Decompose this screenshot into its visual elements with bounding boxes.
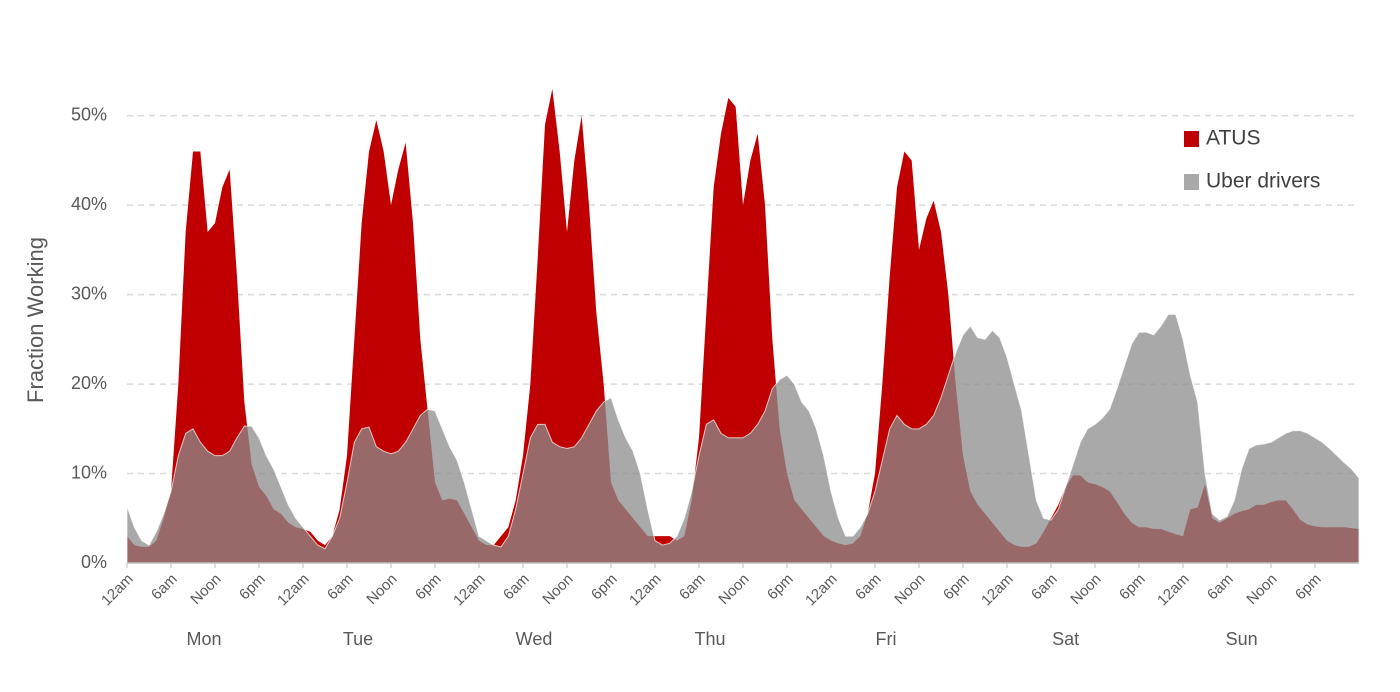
legend-label: ATUS	[1206, 127, 1260, 150]
x-tick-label: 12am	[802, 571, 841, 610]
x-tick-label: 6pm	[588, 571, 621, 604]
x-tick-label: Noon	[363, 571, 400, 608]
y-axis-label: Fraction Working	[23, 237, 48, 403]
day-label: Sat	[1052, 629, 1079, 649]
day-label: Thu	[694, 629, 725, 649]
y-tick-label: 50%	[71, 104, 107, 124]
day-label: Wed	[516, 629, 553, 649]
y-tick-label: 0%	[81, 552, 107, 572]
x-tick-label: 6am	[1028, 571, 1061, 604]
x-tick-label: 12am	[626, 571, 665, 610]
x-tick-label: 12am	[98, 571, 137, 610]
y-tick-label: 20%	[71, 373, 107, 393]
day-label: Mon	[186, 629, 221, 649]
x-tick-label: 6am	[324, 571, 357, 604]
x-tick-label: 6am	[1204, 571, 1237, 604]
legend-swatch	[1184, 174, 1199, 190]
y-tick-label: 10%	[71, 462, 107, 482]
day-label: Sun	[1226, 629, 1258, 649]
x-tick-label: 12am	[978, 571, 1017, 610]
day-label: Tue	[343, 629, 373, 649]
x-tick-label: Noon	[715, 571, 752, 608]
x-tick-label: 12am	[450, 571, 489, 610]
x-tick-label: 6pm	[236, 571, 269, 604]
x-tick-label: 6pm	[412, 571, 445, 604]
day-label: Fri	[876, 629, 897, 649]
x-tick-label: Noon	[1243, 571, 1280, 608]
x-tick-label: 6am	[500, 571, 533, 604]
x-tick-label: 6pm	[1292, 571, 1325, 604]
x-tick-label: 6pm	[1116, 571, 1149, 604]
x-tick-label: 6pm	[940, 571, 973, 604]
area	[126, 313, 1360, 564]
x-tick-label: 12am	[1154, 571, 1193, 610]
legend-label: Uber drivers	[1206, 170, 1320, 193]
x-tick-label: 6am	[852, 571, 885, 604]
x-tick-label: 6pm	[764, 571, 797, 604]
x-tick-label: 6am	[148, 571, 181, 604]
y-tick-label: 40%	[71, 194, 107, 214]
x-tick-label: 12am	[274, 571, 313, 610]
x-tick-label: Noon	[891, 571, 928, 608]
legend-swatch	[1184, 131, 1199, 147]
x-tick-label: Noon	[187, 571, 224, 608]
x-tick-label: 6am	[676, 571, 709, 604]
x-tick-label: Noon	[1067, 571, 1104, 608]
area	[127, 88, 1359, 564]
y-tick-label: 30%	[71, 283, 107, 303]
x-tick-label: Noon	[539, 571, 576, 608]
